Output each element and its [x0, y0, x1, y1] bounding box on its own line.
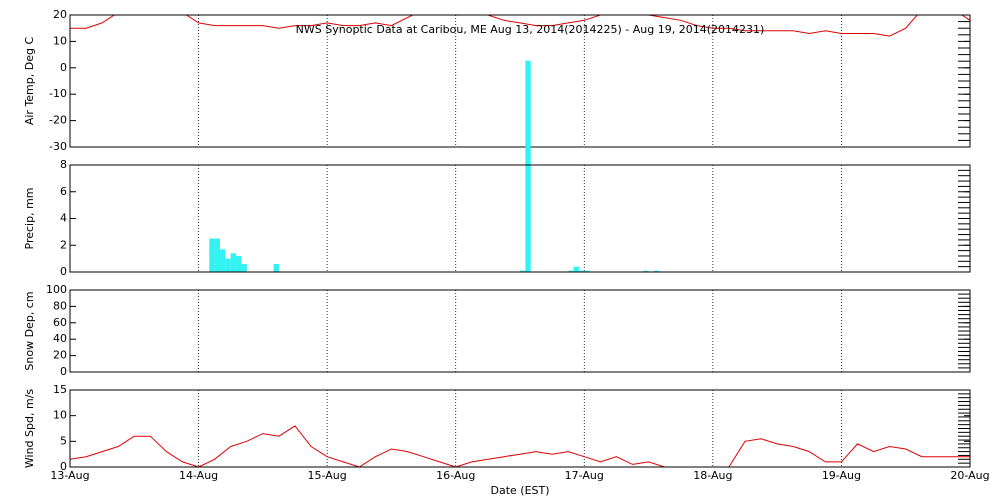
- y-tick-label: 80: [53, 299, 67, 312]
- y-tick-label: 10: [53, 34, 67, 47]
- y-axis-label: Air Temp, Deg C: [23, 37, 36, 126]
- y-tick-label: 0: [60, 460, 67, 473]
- bar: [209, 238, 215, 272]
- y-tick-label: 15: [53, 383, 67, 396]
- bar: [525, 60, 531, 272]
- y-tick-label: 0: [60, 265, 67, 278]
- y-tick-label: -10: [49, 87, 67, 100]
- y-tick-label: 0: [60, 365, 67, 378]
- plot-frame: [69, 164, 971, 273]
- y-tick-label: 6: [60, 185, 67, 198]
- x-tick-label: 16-Aug: [436, 469, 475, 482]
- y-tick-label: 4: [60, 212, 67, 225]
- bar: [573, 266, 579, 272]
- bar: [230, 253, 237, 272]
- bar: [273, 263, 279, 272]
- x-tick-label: 20-Aug: [950, 469, 989, 482]
- bar: [520, 270, 526, 272]
- y-tick-label: 0: [60, 61, 67, 74]
- bar: [568, 270, 574, 272]
- bar: [225, 258, 231, 272]
- y-tick-label: 60: [53, 316, 67, 329]
- x-tick-label: 14-Aug: [179, 469, 218, 482]
- x-tick-label: 17-Aug: [565, 469, 604, 482]
- y-tick-label: 100: [46, 283, 67, 296]
- bar: [220, 249, 226, 272]
- y-tick-label: 20: [53, 349, 67, 362]
- y-tick-label: -30: [49, 140, 67, 153]
- y-tick-label: 8: [60, 158, 67, 171]
- y-tick-label: 10: [53, 409, 67, 422]
- y-tick-label: -20: [49, 114, 67, 127]
- y-axis-label: Precip, mm: [23, 188, 36, 250]
- x-axis-label: Date (EST): [490, 484, 549, 497]
- y-tick-label: 40: [53, 332, 67, 345]
- bar: [578, 270, 585, 272]
- x-tick-label: 19-Aug: [822, 469, 861, 482]
- bar: [241, 263, 247, 272]
- bar: [643, 270, 649, 272]
- bar: [236, 255, 242, 272]
- x-tick-label: 13-Aug: [50, 469, 89, 482]
- chart-title: NWS Synoptic Data at Caribou, ME Aug 13,…: [296, 23, 765, 36]
- y-axis-label: Wind Spd, m/s: [23, 389, 36, 469]
- data-line: [70, 15, 970, 37]
- y-tick-label: 5: [60, 434, 67, 447]
- x-tick-label: 15-Aug: [308, 469, 347, 482]
- plot-frame: [69, 289, 971, 373]
- bar: [584, 270, 590, 272]
- y-tick-label: 20: [53, 8, 67, 21]
- x-tick-label: 18-Aug: [693, 469, 732, 482]
- plot-frame: [69, 14, 971, 148]
- y-tick-label: 2: [60, 238, 67, 251]
- y-axis-label: Snow Dep, cm: [23, 291, 36, 370]
- data-line: [70, 425, 970, 467]
- bar: [653, 270, 660, 272]
- bar: [214, 238, 220, 272]
- plot-frame: [69, 389, 971, 468]
